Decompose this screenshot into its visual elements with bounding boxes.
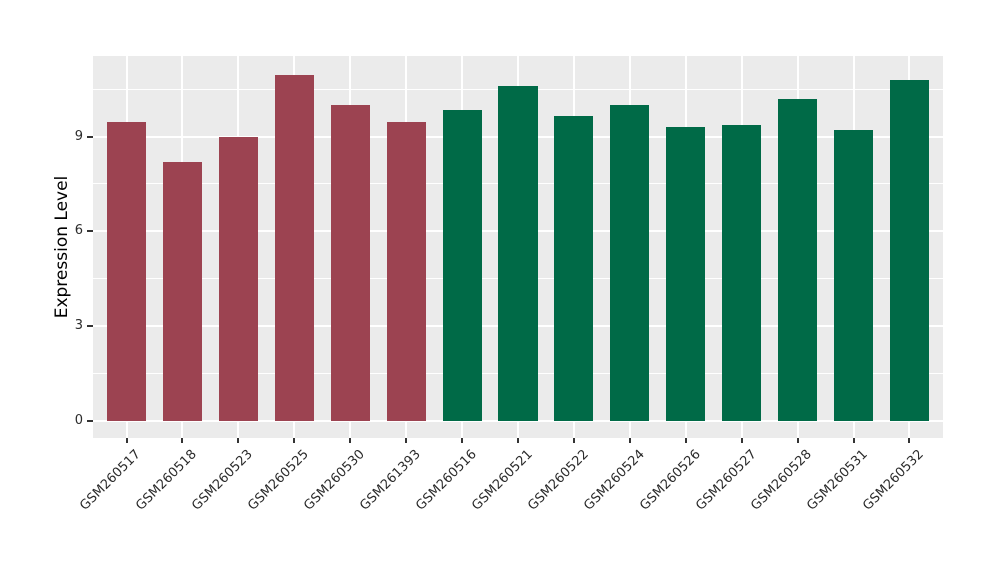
x-tick-GSM260522 <box>572 438 575 443</box>
x-tick-GSM260521 <box>517 438 519 443</box>
bar-GSM260516 <box>442 109 482 421</box>
x-tick-GSM260524 <box>628 438 631 443</box>
bar-GSM260528 <box>778 98 818 421</box>
bar-GSM260523 <box>218 136 258 421</box>
y-tick-label-0: 0 <box>74 412 83 428</box>
bars-layer <box>93 56 943 438</box>
plot-panel <box>93 56 943 438</box>
x-tick-GSM260532 <box>908 438 911 443</box>
x-tick-GSM260527 <box>740 438 743 443</box>
x-tick-GSM261393 <box>405 438 408 443</box>
y-tick-9 <box>87 135 93 138</box>
bar-GSM260524 <box>610 104 650 421</box>
bar-GSM260522 <box>554 115 594 421</box>
bar-GSM260518 <box>162 161 203 421</box>
x-tick-GSM260526 <box>684 438 687 443</box>
axes-layer: 0 3 6 9 GSM260517 GSM260518 GSM260523 GSM260525… <box>75 56 943 514</box>
x-tick-GSM260531 <box>852 438 855 443</box>
bar-GSM260517 <box>106 122 147 421</box>
bar-GSM260525 <box>274 74 314 421</box>
y-tick-label-9: 9 <box>74 128 83 144</box>
x-tick-GSM260516 <box>461 438 464 443</box>
y-tick-0 <box>87 419 93 422</box>
bar-GSM260521 <box>498 85 538 421</box>
y-tick-label-3: 3 <box>74 317 83 333</box>
x-tick-GSM260530 <box>349 438 352 443</box>
bar-GSM260531 <box>833 130 874 421</box>
bar-GSM261393 <box>386 122 426 421</box>
y-tick-3 <box>87 324 93 327</box>
x-tick-GSM260528 <box>796 438 799 443</box>
x-tick-GSM260518 <box>181 438 184 443</box>
bar-GSM260527 <box>722 125 762 421</box>
bar-GSM260526 <box>666 127 706 421</box>
x-tick-GSM260523 <box>237 438 240 443</box>
y-tick-label-6: 6 <box>74 223 83 239</box>
bar-GSM260532 <box>889 79 930 421</box>
bar-GSM260530 <box>330 104 370 421</box>
y-axis-title: Expression Level <box>52 175 72 319</box>
x-tick-GSM260525 <box>293 438 296 443</box>
x-tick-GSM260517 <box>125 438 128 443</box>
y-tick-6 <box>87 230 93 233</box>
